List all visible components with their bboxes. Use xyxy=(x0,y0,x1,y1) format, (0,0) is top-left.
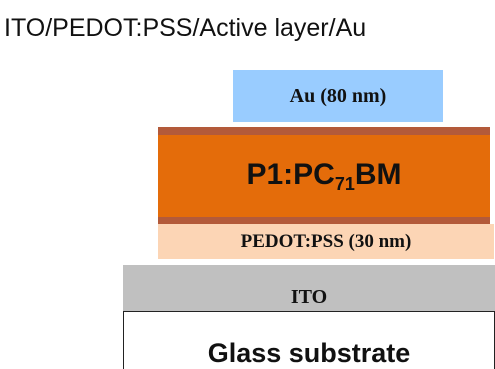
ito-layer: ITO xyxy=(123,265,495,311)
au-layer: Au (80 nm) xyxy=(233,70,443,122)
pedot-pss-layer-label: PEDOT:PSS (30 nm) xyxy=(240,230,412,252)
ito-layer-label: ITO xyxy=(290,286,328,308)
active-layer: P1:PC71BM xyxy=(158,135,490,217)
pedot-pss-layer: PEDOT:PSS (30 nm) xyxy=(158,224,494,259)
active-layer-label: P1:PC71BM xyxy=(246,157,402,194)
au-layer-label: Au (80 nm) xyxy=(289,84,387,107)
active-layer-top-interface xyxy=(158,127,490,135)
device-structure-title: ITO/PEDOT:PSS/Active layer/Au xyxy=(4,14,367,42)
glass-substrate-label: Glass substrate xyxy=(207,338,411,368)
active-layer-bottom-interface xyxy=(158,217,490,224)
glass-substrate-layer: Glass substrate xyxy=(123,311,495,369)
